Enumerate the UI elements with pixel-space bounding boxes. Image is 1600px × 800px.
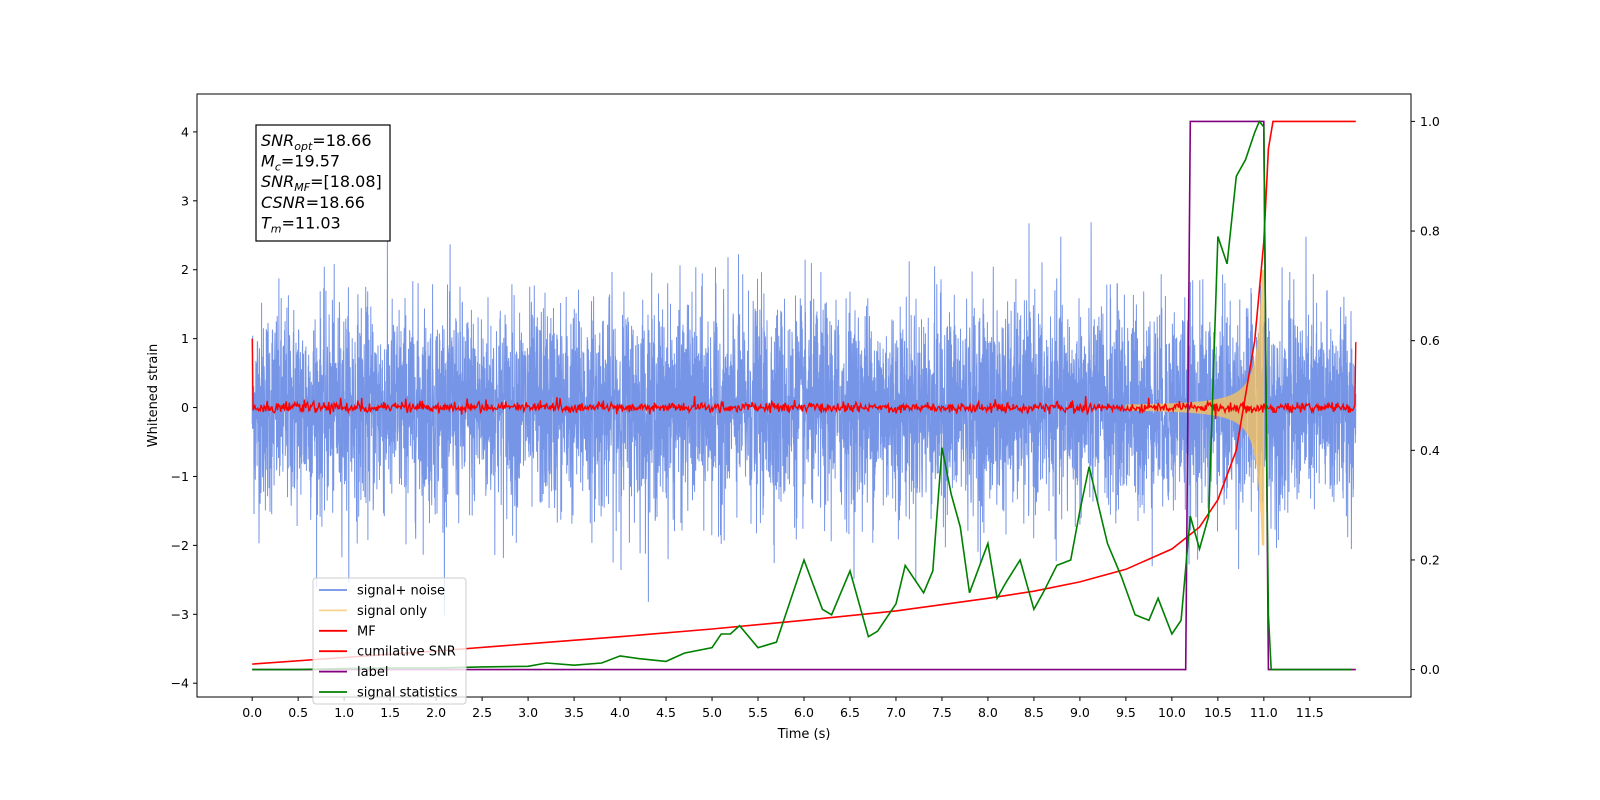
annotation-line: SNRopt=18.66: [261, 131, 372, 153]
x-tick-label: 9.5: [1116, 705, 1136, 720]
legend-frame: [312, 577, 467, 705]
annotation-line: SNRMF=[18.08]: [261, 172, 382, 194]
x-tick-label: 8.0: [978, 705, 998, 720]
x-tick-label: 11.0: [1250, 705, 1278, 720]
x-tick-label: 5.5: [748, 705, 768, 720]
y2-tick-label: 0.8: [1420, 224, 1440, 239]
annotation-line: Tm=11.03: [261, 213, 341, 235]
series-cumilative-snr: [252, 120, 1356, 665]
y2-tick-label: 0.4: [1420, 443, 1440, 458]
annotation-line: Mc=19.57: [261, 152, 340, 174]
x-tick-label: 2.5: [472, 705, 492, 720]
x-tick-label: 7.0: [886, 705, 906, 720]
y-tick-label: −4: [171, 676, 189, 691]
x-tick-label: 2.0: [426, 705, 446, 720]
x-tick-label: 0.0: [242, 705, 262, 720]
x-axis: 0.0 0.5 1.0 1.5 2.0 2.5 3.0 3.5 4.0 4.5 5.0 5.5 6.0 6…: [242, 697, 1324, 720]
plot-area: [251, 119, 1357, 671]
y-tick-label: 4: [181, 124, 189, 139]
x-tick-label: 1.0: [334, 705, 354, 720]
y-tick-label: 0: [181, 400, 189, 415]
x-tick-label: 4.5: [656, 705, 676, 720]
x-tick-label: 10.5: [1204, 705, 1232, 720]
legend-entry: signal statistics: [357, 686, 458, 701]
y-axis-right: 0.0 0.2 0.4 0.6 0.8 1.0: [1411, 114, 1440, 677]
y2-tick-label: 0.2: [1420, 552, 1440, 567]
x-tick-label: 5.0: [702, 705, 722, 720]
annotation-line: CSNR=18.66: [261, 193, 365, 212]
x-tick-label: 7.5: [932, 705, 952, 720]
y2-tick-label: 0.0: [1420, 662, 1440, 677]
y2-tick-label: 0.6: [1420, 333, 1440, 348]
annotation-frame: [255, 124, 391, 242]
x-tick-label: 6.0: [794, 705, 814, 720]
legend-entry: signal only: [357, 604, 427, 619]
y-tick-label: −3: [171, 607, 189, 622]
legend-entry: cumilative SNR: [357, 645, 456, 660]
y-tick-label: 3: [181, 193, 189, 208]
x-tick-label: 9.0: [1070, 705, 1090, 720]
x-tick-label: 11.5: [1296, 705, 1324, 720]
x-tick-label: 3.0: [518, 705, 538, 720]
y2-tick-label: 1.0: [1420, 114, 1440, 129]
series-mf: [251, 338, 1357, 420]
series-signal-statistics: [252, 119, 1352, 671]
legend-entry: MF: [357, 624, 376, 639]
x-tick-label: 4.0: [610, 705, 630, 720]
x-tick-label: 1.5: [380, 705, 400, 720]
x-tick-label: 3.5: [564, 705, 584, 720]
legend-entry: label: [357, 665, 388, 680]
legend-entry: signal+ noise: [357, 584, 445, 599]
y-tick-label: −1: [171, 469, 189, 484]
y-tick-label: 1: [181, 331, 189, 346]
x-axis-label: Time (s): [777, 727, 831, 742]
y-axis-left: −4 −3 −2 −1 0 1 2 3 4: [171, 124, 197, 691]
x-tick-label: 0.5: [288, 705, 308, 720]
x-tick-label: 10.0: [1158, 705, 1186, 720]
x-tick-label: 6.5: [840, 705, 860, 720]
y-tick-label: −2: [171, 538, 189, 553]
metrics-annotation-box: SNRopt=18.66Mc=19.57SNRMF=[18.08]CSNR=18…: [255, 124, 391, 242]
y-tick-label: 2: [181, 262, 189, 277]
series-signal-noise: [251, 222, 1357, 616]
y-axis-label: Whitened strain: [146, 344, 161, 447]
legend: signal+ noise signal only MF cumilative SNR…: [312, 577, 467, 705]
x-tick-label: 8.5: [1024, 705, 1044, 720]
